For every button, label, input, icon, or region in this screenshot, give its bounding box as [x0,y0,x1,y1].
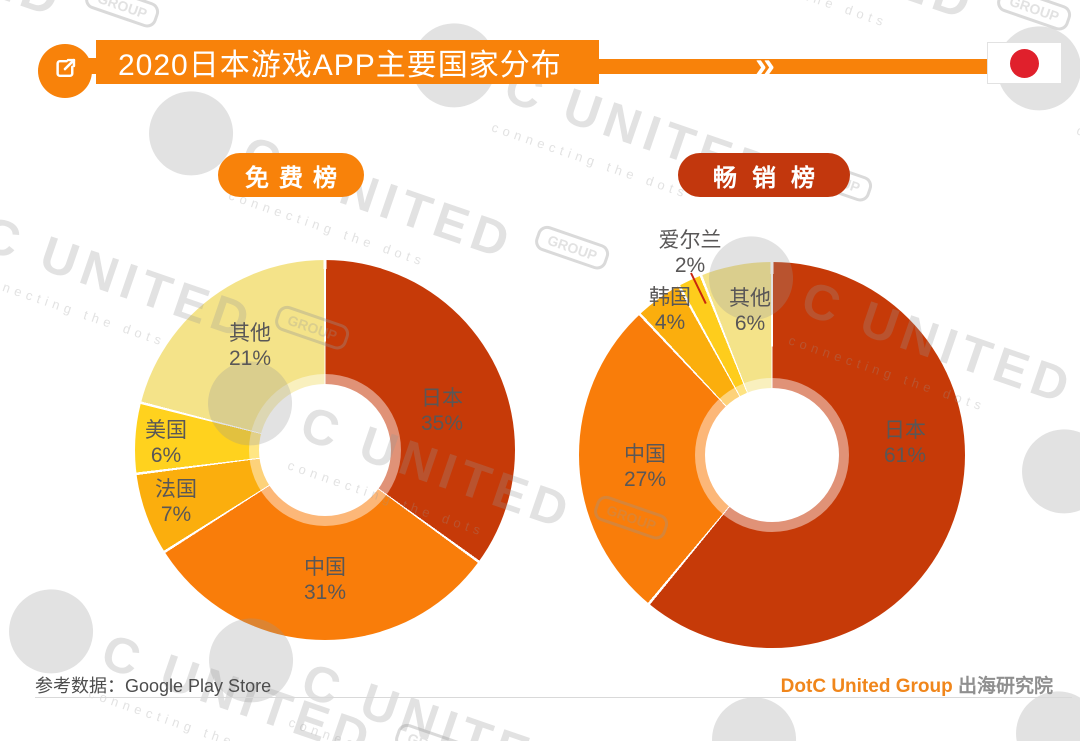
donut-hole [705,388,839,522]
external-link-icon [52,55,79,87]
chevron-right-icon: » [754,44,776,85]
grossing-chart-badge: 畅销榜 [678,153,850,197]
share-badge [38,44,92,98]
donut-chart-free [135,260,515,640]
footer-divider [35,697,1072,698]
brand-name: DotC United Group [780,676,953,697]
page-title-banner: 2020日本游戏APP主要国家分布 [96,40,599,84]
data-source-note: 参考数据：Google Play Store [35,676,272,696]
donut-hole [259,384,391,516]
japan-flag-icon [987,42,1062,84]
donut-chart-grossing [579,262,965,648]
flag-sun-circle [1010,48,1039,78]
footer-brand-line: DotC United Group 出海研究院 [781,671,1053,698]
free-chart-badge: 免费榜 [218,153,364,197]
brand-suffix: 出海研究院 [957,676,1053,697]
page-title: 2020日本游戏APP主要国家分布 [118,49,562,82]
header-rule [598,59,987,74]
